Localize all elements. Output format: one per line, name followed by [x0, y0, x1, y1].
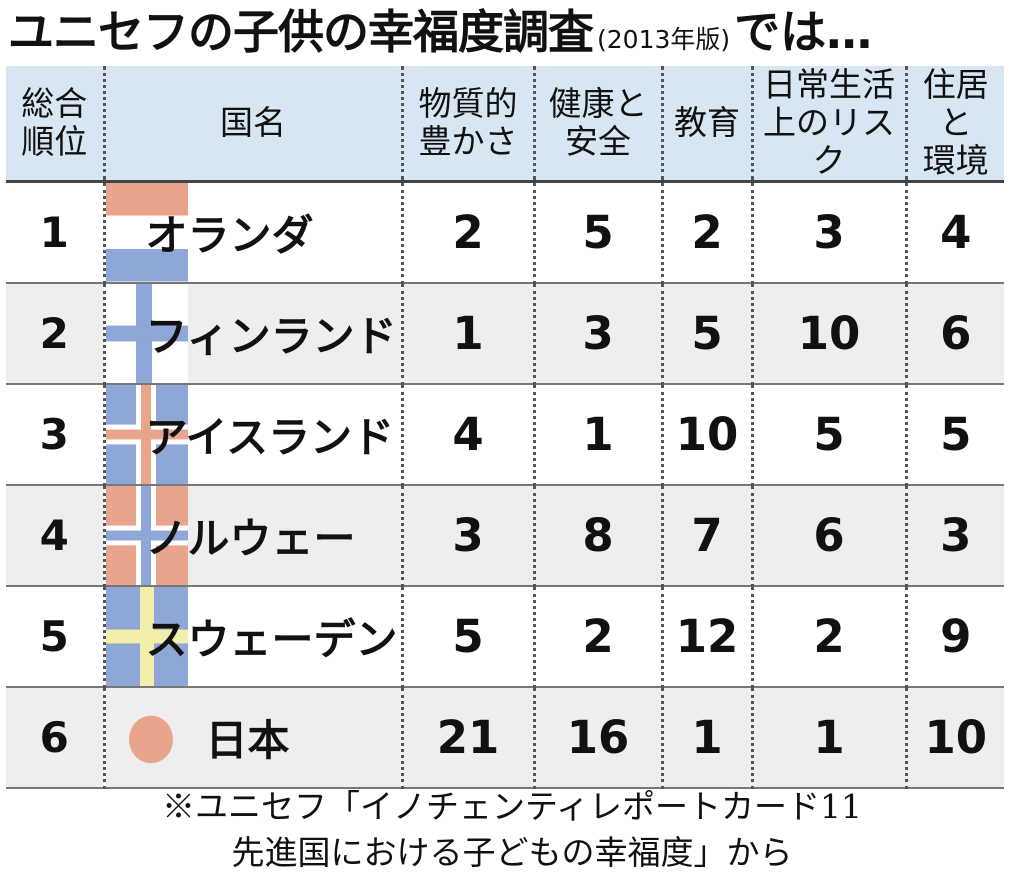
cell-housing: 3 — [940, 508, 972, 562]
header-health-line2: 安全 — [565, 122, 631, 161]
cell-country: スウェーデン — [104, 585, 404, 687]
cell-education: 2 — [662, 181, 754, 283]
table-header-row: 総合 順位 国名 物質的 豊かさ 健康と 安全 教育 日常生活 上のリスク 住居… — [6, 66, 1004, 182]
table-row: 1 オランダ 2 5 2 3 4 — [6, 181, 1004, 283]
header-health-line1: 健康と — [548, 84, 648, 123]
header-material-line1: 物質的 — [418, 84, 518, 123]
cell-housing: 4 — [940, 205, 972, 259]
cell-risk: 3 — [752, 181, 908, 283]
country-name: オランダ — [145, 210, 314, 260]
cell-rank: 1 — [6, 181, 106, 283]
source-note: ※ユニセフ「イノチェンティレポートカード11 先進国における子どもの幸福度」から — [0, 784, 1024, 876]
source-line-2: 先進国における子どもの幸福度」から — [231, 833, 793, 872]
table-row: 4 ノルウェー 3 8 7 6 3 — [6, 484, 1004, 586]
country-name: 日本 — [205, 715, 290, 765]
cell-material: 1 — [402, 282, 536, 384]
cell-health: 3 — [534, 282, 664, 384]
cell-risk: 2 — [752, 585, 908, 687]
header-education: 教育 — [662, 66, 754, 182]
page-title: ユニセフの子供の幸福度調査 (2013年版) では… — [8, 0, 1018, 64]
cell-country: ノルウェー — [104, 484, 404, 586]
header-rank-line2: 順位 — [21, 122, 88, 161]
cell-education: 12 — [662, 585, 754, 687]
header-housing: 住居と 環境 — [906, 66, 1004, 182]
cell-risk: 1 — [752, 686, 908, 788]
table-body: 1 オランダ 2 5 2 3 4 2 フィンランド 1 3 5 10 6 3 アイスランド 4 1 10 5 5 4 ノルウ… — [6, 181, 1004, 788]
flag-japan-icon — [106, 688, 188, 787]
cell-risk: 6 — [752, 484, 908, 586]
cell-education: 5 — [662, 282, 754, 384]
cell-housing: 6 — [940, 306, 972, 360]
cell-material: 21 — [402, 686, 536, 788]
country-name: ノルウェー — [145, 513, 356, 563]
flag-sweden-icon — [105, 586, 188, 686]
country-name: アイスランド — [145, 412, 395, 462]
header-health: 健康と 安全 — [534, 66, 664, 182]
header-material-line2: 豊かさ — [418, 122, 518, 161]
flag-finland-icon — [105, 283, 188, 383]
cell-housing: 5 — [940, 407, 972, 461]
table-row: 2 フィンランド 1 3 5 10 6 — [6, 282, 1004, 384]
header-risk: 日常生活 上のリスク — [752, 65, 908, 182]
cell-rank: 4 — [6, 484, 106, 586]
cell-rank: 3 — [6, 383, 106, 485]
title-main: ユニセフの子供の幸福度調査 — [8, 5, 594, 59]
cell-country: アイスランド — [104, 383, 404, 485]
cell-education: 7 — [662, 484, 754, 586]
cell-rank: 2 — [6, 282, 106, 384]
ranking-table: 総合 順位 国名 物質的 豊かさ 健康と 安全 教育 日常生活 上のリスク 住居… — [6, 66, 1004, 789]
cell-health: 8 — [534, 484, 664, 586]
cell-country: フィンランド — [104, 282, 404, 384]
title-edition: (2013年版) — [597, 25, 731, 54]
cell-health: 16 — [534, 686, 664, 788]
header-housing-line2: 環境 — [922, 141, 989, 180]
cell-health: 5 — [534, 181, 664, 283]
cell-material: 3 — [402, 484, 536, 586]
cell-education: 10 — [662, 383, 754, 485]
flag-iceland-icon — [105, 384, 188, 484]
country-name: スウェーデン — [145, 614, 398, 664]
cell-risk: 10 — [752, 282, 908, 384]
header-risk-line1: 日常生活 — [763, 65, 895, 104]
cell-health: 2 — [534, 585, 664, 687]
title-tail: では… — [734, 5, 873, 59]
cell-risk: 5 — [752, 383, 908, 485]
cell-material: 5 — [402, 585, 536, 687]
cell-material: 4 — [402, 383, 536, 485]
country-name: フィンランド — [145, 311, 397, 361]
cell-education: 1 — [662, 686, 754, 788]
header-rank: 総合 順位 — [6, 66, 106, 182]
cell-material: 2 — [402, 181, 536, 283]
flag-norway-icon — [105, 485, 188, 585]
source-line-1: ※ユニセフ「イノチェンティレポートカード11 — [161, 787, 862, 826]
table-row: 5 スウェーデン 5 2 12 2 9 — [6, 585, 1004, 687]
header-material: 物質的 豊かさ — [402, 66, 536, 182]
flag-netherlands-icon — [105, 183, 188, 282]
header-country: 国名 — [104, 66, 404, 182]
header-risk-line2: 上のリスク — [763, 103, 895, 180]
cell-housing: 10 — [924, 710, 988, 764]
table-row: 3 アイスランド 4 1 10 5 5 — [6, 383, 1004, 485]
header-rank-line1: 総合 — [21, 84, 88, 123]
cell-country: オランダ — [104, 181, 404, 283]
header-housing-line1: 住居と — [922, 65, 989, 142]
cell-rank: 6 — [6, 686, 106, 788]
cell-health: 1 — [534, 383, 664, 485]
cell-country: 日本 — [104, 686, 404, 788]
cell-housing: 9 — [940, 609, 972, 663]
table-row: 6 日本 21 16 1 1 10 — [6, 686, 1004, 788]
cell-rank: 5 — [6, 585, 106, 687]
